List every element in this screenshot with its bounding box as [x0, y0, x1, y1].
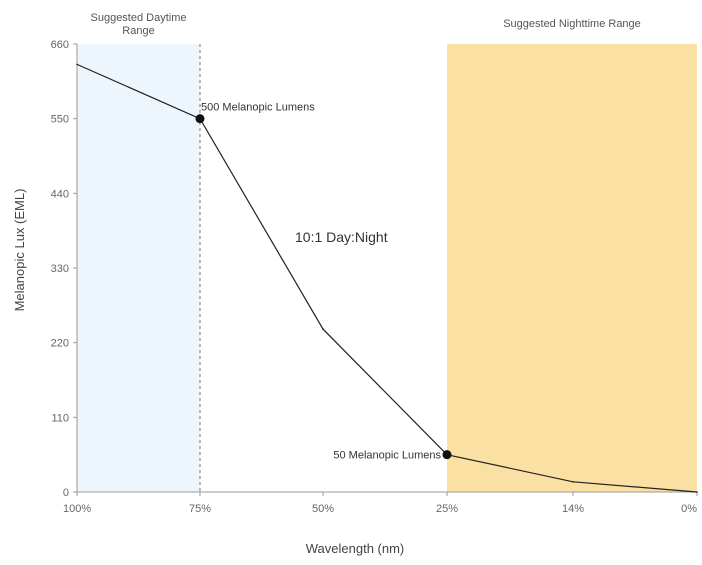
marker-point-0 — [195, 114, 205, 124]
y-tick-label-0: 0 — [63, 487, 69, 499]
y-tick-label-1: 110 — [51, 412, 69, 424]
x-tick-label-2: 50% — [312, 503, 334, 515]
band-0 — [77, 44, 200, 492]
x-tick-label-3: 25% — [436, 503, 458, 515]
y-tick-label-2: 220 — [51, 338, 69, 350]
x-axis-title: Wavelength (nm) — [306, 541, 405, 556]
x-tick-label-1: 75% — [189, 503, 211, 515]
data-point-0-5 — [696, 491, 698, 493]
data-point-0-2 — [322, 328, 324, 330]
y-tick-label-5: 550 — [51, 114, 69, 126]
band-label-0-line2: Range — [122, 25, 154, 37]
axes-layer: 0 110 220 330 440 550 660 100% 75% 50% 25% 14% 0% — [51, 39, 698, 515]
series-layer — [76, 63, 698, 493]
marker-label-1: 50 Melanopic Lumens — [333, 450, 441, 462]
x-tick-label-0: 100% — [63, 503, 91, 515]
band-label-1-line1: Suggested Nighttime Range — [503, 18, 641, 30]
band-label-0-line1: Suggested Daytime — [91, 12, 187, 24]
marker-point-1 — [442, 450, 452, 460]
data-point-0-0 — [76, 63, 78, 66]
x-tick-label-4: 14% — [562, 503, 584, 515]
series-line-0 — [76, 63, 698, 493]
band-1 — [447, 44, 697, 492]
y-tick-label-6: 660 — [51, 39, 69, 51]
data-point-0-4 — [572, 481, 574, 483]
marker-label-0: 500 Melanopic Lumens — [201, 102, 315, 114]
y-tick-label-4: 440 — [51, 188, 69, 200]
markers-layer: 500 Melanopic Lumens 50 Melanopic Lumens — [195, 102, 452, 462]
ratio-annotation: 10:1 Day:Night — [295, 229, 388, 245]
y-tick-label-3: 330 — [51, 263, 69, 275]
y-axis-title: Melanopic Lux (EML) — [12, 189, 27, 312]
x-tick-label-5: 0% — [681, 503, 697, 515]
